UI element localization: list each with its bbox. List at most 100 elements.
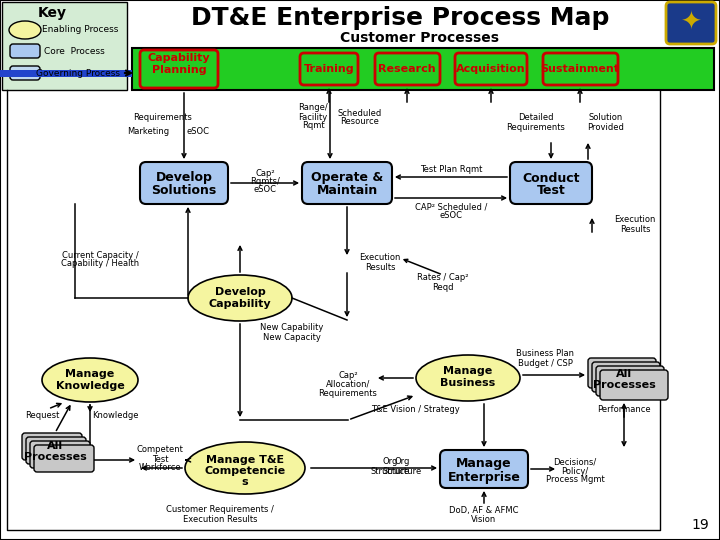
Bar	[132, 48, 714, 90]
Text: Workforce: Workforce	[139, 463, 181, 472]
Text: Budget / CSP: Budget / CSP	[518, 359, 572, 368]
Text: Rqmt: Rqmt	[302, 122, 324, 131]
Text: 19: 19	[691, 518, 709, 532]
FancyBboxPatch shape	[140, 50, 218, 88]
Text: Competencie: Competencie	[204, 466, 286, 476]
Text: eSOC: eSOC	[439, 211, 462, 219]
FancyBboxPatch shape	[510, 162, 592, 204]
Text: Solution: Solution	[589, 113, 623, 123]
Text: Knowledge: Knowledge	[91, 410, 138, 420]
Ellipse shape	[42, 358, 138, 402]
FancyBboxPatch shape	[666, 2, 716, 44]
Text: Business Plan: Business Plan	[516, 349, 574, 359]
Text: Manage: Manage	[444, 366, 492, 376]
Ellipse shape	[416, 355, 520, 401]
Text: Sustainment: Sustainment	[541, 64, 619, 74]
Text: Request: Request	[24, 410, 59, 420]
Text: Org: Org	[395, 457, 410, 467]
Text: Requirements: Requirements	[507, 123, 565, 132]
Text: All: All	[616, 369, 632, 379]
Text: Processes: Processes	[24, 452, 86, 462]
Text: Structure: Structure	[382, 467, 422, 476]
FancyBboxPatch shape	[22, 433, 82, 460]
Text: Marketing: Marketing	[127, 127, 169, 137]
Text: Key: Key	[37, 6, 66, 20]
Text: Processes: Processes	[593, 380, 655, 390]
Text: Governing Process: Governing Process	[36, 69, 120, 78]
Text: Execution: Execution	[614, 215, 656, 225]
FancyBboxPatch shape	[26, 437, 86, 464]
Text: Policy/: Policy/	[562, 467, 589, 476]
Text: Current Capacity /: Current Capacity /	[62, 251, 138, 260]
Text: Scheduled: Scheduled	[338, 109, 382, 118]
Text: Manage T&E: Manage T&E	[206, 455, 284, 465]
Text: DT&E Enterprise Process Map: DT&E Enterprise Process Map	[191, 6, 609, 30]
FancyBboxPatch shape	[588, 358, 656, 388]
FancyBboxPatch shape	[30, 441, 90, 468]
Text: Test: Test	[152, 455, 168, 463]
Text: New Capacity: New Capacity	[263, 333, 321, 341]
Text: Org: Org	[382, 457, 397, 467]
Text: Cap²: Cap²	[255, 168, 275, 178]
Text: ✦: ✦	[680, 11, 701, 35]
Text: Maintain: Maintain	[316, 185, 377, 198]
Text: Capability
Planning: Capability Planning	[148, 53, 210, 75]
Ellipse shape	[9, 21, 41, 39]
Text: Research: Research	[378, 64, 436, 74]
Text: eSOC: eSOC	[186, 127, 210, 137]
Text: Process Mgmt: Process Mgmt	[546, 476, 604, 484]
Text: Customer Processes: Customer Processes	[341, 31, 500, 45]
FancyBboxPatch shape	[140, 162, 228, 204]
Text: Requirements: Requirements	[318, 388, 377, 397]
FancyBboxPatch shape	[34, 445, 94, 472]
Text: eSOC: eSOC	[253, 185, 276, 193]
Text: Structure: Structure	[370, 467, 410, 476]
Text: Performance: Performance	[597, 406, 651, 415]
Text: Resource: Resource	[341, 118, 379, 126]
Bar	[2, 2, 127, 90]
FancyBboxPatch shape	[543, 53, 618, 85]
Text: T&E Vision / Strategy: T&E Vision / Strategy	[371, 406, 459, 415]
Text: Enterprise: Enterprise	[448, 470, 521, 483]
FancyBboxPatch shape	[302, 162, 392, 204]
Text: Rates / Cap²: Rates / Cap²	[418, 273, 469, 282]
Text: Facility: Facility	[298, 112, 328, 122]
Text: Requirements: Requirements	[134, 113, 192, 123]
FancyBboxPatch shape	[592, 362, 660, 392]
Text: Manage: Manage	[66, 369, 114, 379]
Text: Reqd: Reqd	[432, 282, 454, 292]
Text: Competent: Competent	[137, 446, 184, 455]
Text: Test Plan Rqmt: Test Plan Rqmt	[420, 165, 482, 174]
Ellipse shape	[188, 275, 292, 321]
FancyBboxPatch shape	[600, 370, 668, 400]
Text: Business: Business	[441, 378, 495, 388]
Text: Rqmts/: Rqmts/	[250, 177, 280, 186]
Bar	[0, 70, 132, 77]
Ellipse shape	[185, 442, 305, 494]
Text: Capability / Health: Capability / Health	[61, 260, 139, 268]
Text: Customer Requirements /: Customer Requirements /	[166, 505, 274, 515]
FancyBboxPatch shape	[10, 66, 40, 80]
FancyBboxPatch shape	[455, 53, 527, 85]
Text: Execution Results: Execution Results	[183, 515, 257, 523]
Text: Capability: Capability	[209, 299, 271, 309]
FancyBboxPatch shape	[375, 53, 440, 85]
FancyBboxPatch shape	[596, 366, 664, 396]
Text: Enabling Process: Enabling Process	[42, 25, 118, 35]
Text: Results: Results	[620, 225, 650, 233]
Text: Manage: Manage	[456, 457, 512, 470]
Text: Allocation/: Allocation/	[326, 380, 370, 388]
Text: Solutions: Solutions	[151, 185, 217, 198]
Text: Vision: Vision	[472, 515, 497, 523]
Text: Detailed: Detailed	[518, 113, 554, 123]
Text: Decisions/: Decisions/	[554, 457, 597, 467]
Text: Develop: Develop	[156, 172, 212, 185]
Text: Provided: Provided	[588, 123, 624, 132]
Text: Operate &: Operate &	[311, 172, 383, 185]
Text: Results: Results	[365, 262, 395, 272]
FancyBboxPatch shape	[300, 53, 358, 85]
Text: Training: Training	[304, 64, 354, 74]
Text: New Capability: New Capability	[261, 323, 324, 333]
Text: Execution: Execution	[359, 253, 401, 262]
Text: s: s	[242, 477, 248, 487]
